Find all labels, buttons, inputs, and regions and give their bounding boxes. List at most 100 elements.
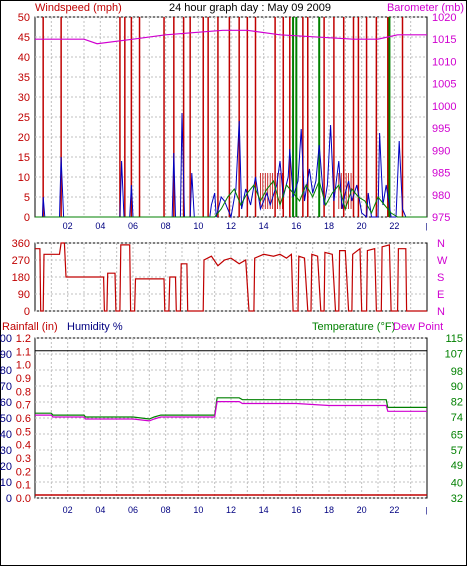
right-tick-label-barometer: 1020 — [432, 12, 456, 24]
left-tick-label-humidity: 70 — [0, 381, 12, 393]
left-tick-label-direction: 270 — [12, 255, 30, 267]
x-tick-label: 04 — [95, 221, 105, 231]
right-tick-label-temperature: 90 — [451, 381, 463, 393]
x-tick-end-mark: | — [425, 222, 427, 231]
right-tick-label-barometer: 1000 — [432, 101, 456, 113]
right-tick-label-barometer: 995 — [432, 123, 450, 135]
left-tick-label-rainfall: 0.4 — [16, 440, 31, 452]
wind-direction-series-line — [35, 242, 427, 312]
right-tick-label-compass: W — [437, 255, 448, 267]
left-tick-label-humidity: 0 — [6, 493, 12, 505]
left-tick-label-rainfall: 1.0 — [16, 360, 31, 372]
left-tick-label-rainfall: 0.9 — [16, 373, 31, 385]
left-tick-label-humidity: 80 — [0, 365, 12, 377]
left-tick-label-rainfall: 0.5 — [16, 426, 31, 438]
x-tick-label: 16 — [291, 221, 301, 231]
right-tick-label-temperature: 40 — [451, 478, 463, 490]
left-tick-label-windspeed: 45 — [18, 32, 30, 44]
x-tick-label: 22 — [389, 505, 399, 515]
left-tick-label-windspeed: 40 — [18, 52, 30, 64]
right-tick-label-temperature: 107 — [445, 348, 463, 360]
left-tick-label-humidity: 40 — [0, 429, 12, 441]
x-tick-label: 20 — [357, 505, 367, 515]
left-tick-label-rainfall: 0.3 — [16, 453, 31, 465]
right-tick-label-temperature: 115 — [445, 333, 463, 345]
x-tick-label: 10 — [193, 505, 203, 515]
right-tick-label-barometer: 1005 — [432, 79, 456, 91]
right-tick-label-compass: N — [437, 238, 445, 250]
right-axis-label-dewpoint: Dew Point — [393, 321, 443, 333]
left-tick-label-humidity: 30 — [0, 445, 12, 457]
left-tick-label-humidity: 20 — [0, 461, 12, 473]
x-tick-label: 06 — [128, 221, 138, 231]
left-tick-label-humidity: 90 — [0, 349, 12, 361]
right-tick-label-temperature: 57 — [451, 445, 463, 457]
x-tick-label: 06 — [128, 505, 138, 515]
right-tick-label-barometer: 1015 — [432, 34, 456, 46]
left-tick-label-direction: 360 — [12, 238, 30, 250]
right-tick-label-barometer: 980 — [432, 190, 450, 202]
left-tick-label-humidity: 60 — [0, 397, 12, 409]
left-tick-label-windspeed: 30 — [18, 92, 30, 104]
right-tick-label-barometer: 975 — [432, 212, 450, 224]
left-tick-label-rainfall: 0.8 — [16, 386, 31, 398]
left-tick-label-windspeed: 10 — [18, 172, 30, 184]
x-tick-label: 08 — [161, 505, 171, 515]
right-tick-label-barometer: 1010 — [432, 56, 456, 68]
x-tick-label: 18 — [324, 505, 334, 515]
barometer-series-line — [35, 29, 427, 45]
x-tick-label: 04 — [95, 505, 105, 515]
x-tick-end-mark: | — [425, 506, 427, 515]
left-tick-label-humidity: 10 — [0, 477, 12, 489]
left-tick-label-direction: 0 — [24, 306, 30, 318]
left-tick-label-rainfall: 1.1 — [16, 346, 31, 358]
left-tick-label-rainfall: 0.2 — [16, 466, 31, 478]
left-tick-label-windspeed: 15 — [18, 152, 30, 164]
x-tick-label: 12 — [226, 221, 236, 231]
right-tick-label-compass: E — [437, 289, 444, 301]
graph-title: 24 hour graph day : May 09 2009 — [169, 2, 331, 14]
right-axis-label-temperature: Temperature (°F) — [312, 321, 395, 333]
left-tick-label-windspeed: 5 — [24, 192, 30, 204]
right-tick-label-temperature: 98 — [451, 366, 463, 378]
x-tick-label: 02 — [63, 505, 73, 515]
right-tick-label-temperature: 32 — [451, 493, 463, 505]
left-tick-label-rainfall: 1.2 — [16, 333, 31, 345]
left-tick-label-windspeed: 35 — [18, 72, 30, 84]
left-tick-label-direction: 180 — [12, 272, 30, 284]
left-tick-label-windspeed: 0 — [24, 212, 30, 224]
left-tick-label-humidity: 100 — [0, 333, 12, 345]
left-tick-label-windspeed: 50 — [18, 12, 30, 24]
right-tick-label-temperature: 65 — [451, 429, 463, 441]
left-axis-label-humidity: Humidity % — [67, 321, 123, 333]
right-axis-label-barometer: Barometer (mb) — [387, 2, 464, 14]
left-tick-label-rainfall: 0.7 — [16, 400, 31, 412]
right-tick-label-temperature: 82 — [451, 397, 463, 409]
x-tick-label: 22 — [389, 221, 399, 231]
x-tick-label: 10 — [193, 221, 203, 231]
right-tick-label-compass: S — [437, 272, 444, 284]
left-tick-label-windspeed: 25 — [18, 112, 30, 124]
wind-average-series-line — [35, 179, 427, 218]
x-tick-label: 14 — [259, 505, 269, 515]
right-tick-label-barometer: 990 — [432, 145, 450, 157]
x-tick-label: 12 — [226, 505, 236, 515]
left-tick-label-rainfall: 0.6 — [16, 413, 31, 425]
x-tick-label: 16 — [291, 505, 301, 515]
x-tick-label: 14 — [259, 221, 269, 231]
right-tick-label-temperature: 49 — [451, 460, 463, 472]
left-tick-label-rainfall: 0.0 — [16, 493, 31, 505]
left-tick-label-humidity: 50 — [0, 413, 12, 425]
marks-layer — [35, 17, 427, 496]
left-axis-label-windspeed: Windspeed (mph) — [35, 2, 122, 14]
labels-layer: 02 04 06 08 10 12 14 16 18 20 22 | 02 04 06 08 10 12 14 16 1… — [0, 12, 463, 515]
x-tick-label: 08 — [161, 221, 171, 231]
grid-layer — [35, 16, 427, 499]
left-axis-label-rainfall: Rainfall (in) — [2, 321, 58, 333]
right-tick-label-temperature: 74 — [451, 412, 463, 424]
x-tick-label: 18 — [324, 221, 334, 231]
left-tick-label-direction: 90 — [18, 289, 30, 301]
x-tick-label: 02 — [63, 221, 73, 231]
right-tick-label-compass: N — [437, 306, 445, 318]
